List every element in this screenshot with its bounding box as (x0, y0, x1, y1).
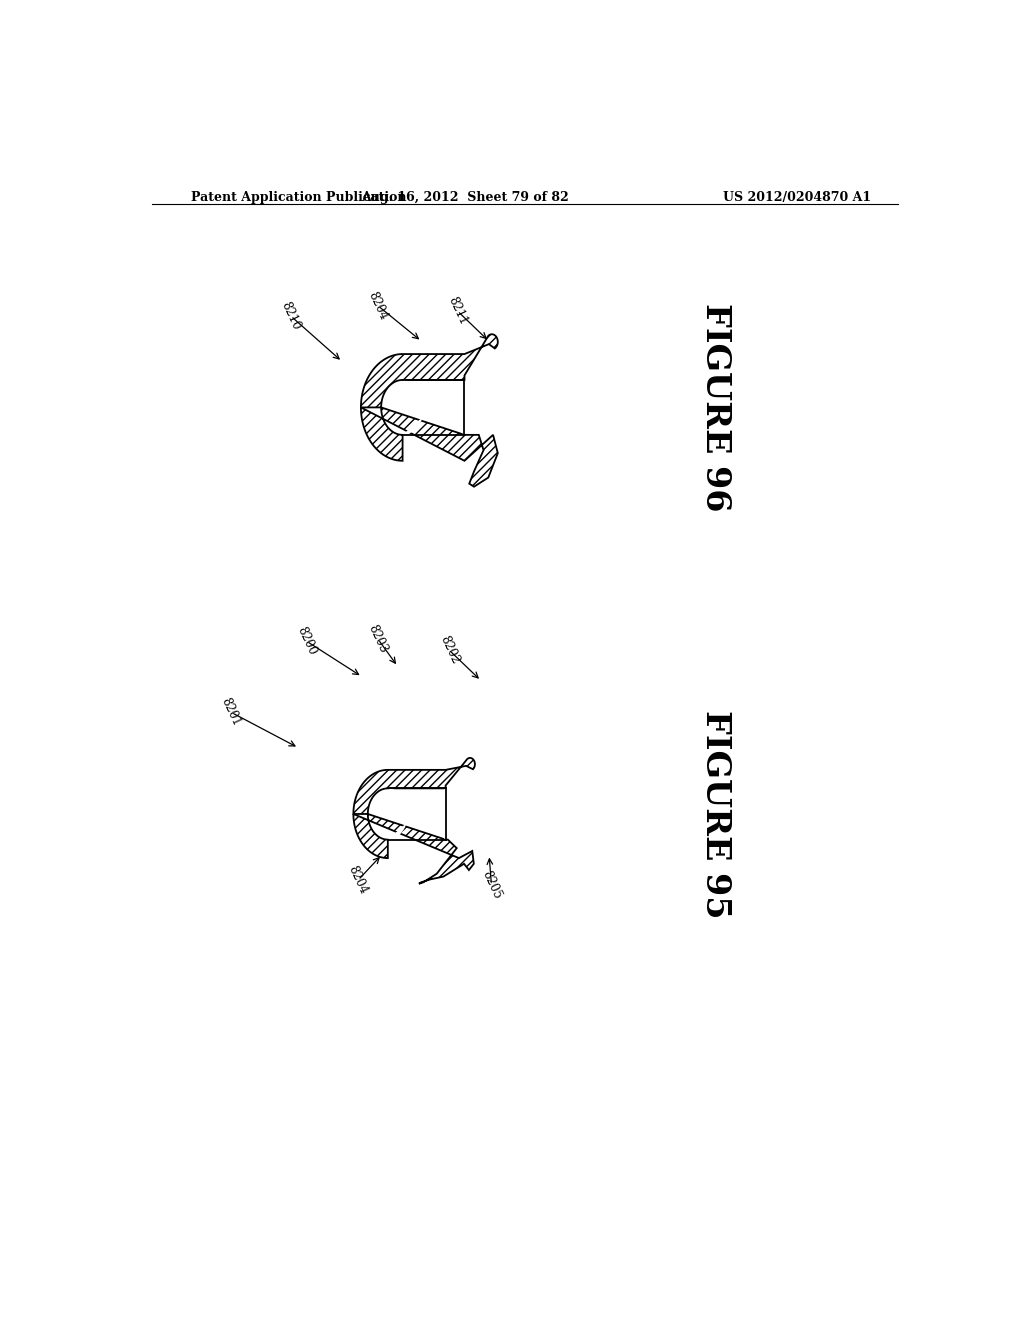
Text: 8201: 8201 (219, 696, 244, 729)
Text: Patent Application Publication: Patent Application Publication (191, 191, 407, 203)
Text: FIGURE 96: FIGURE 96 (698, 304, 732, 512)
Text: 8202: 8202 (437, 634, 462, 667)
Polygon shape (360, 408, 498, 487)
Text: 8210: 8210 (279, 300, 303, 333)
Text: FIGURE 95: FIGURE 95 (698, 710, 732, 919)
Polygon shape (360, 334, 498, 408)
Text: 8200: 8200 (294, 624, 318, 657)
Polygon shape (353, 758, 475, 814)
Text: 8211: 8211 (445, 294, 469, 327)
Polygon shape (402, 380, 465, 434)
Text: Aug. 16, 2012  Sheet 79 of 82: Aug. 16, 2012 Sheet 79 of 82 (361, 191, 569, 203)
Text: 8204: 8204 (346, 863, 371, 896)
Text: 8205: 8205 (479, 869, 504, 902)
Text: US 2012/0204870 A1: US 2012/0204870 A1 (723, 191, 871, 203)
Text: 8204: 8204 (366, 289, 390, 322)
Polygon shape (353, 814, 474, 883)
Text: 8203: 8203 (366, 623, 390, 656)
Polygon shape (388, 788, 445, 840)
